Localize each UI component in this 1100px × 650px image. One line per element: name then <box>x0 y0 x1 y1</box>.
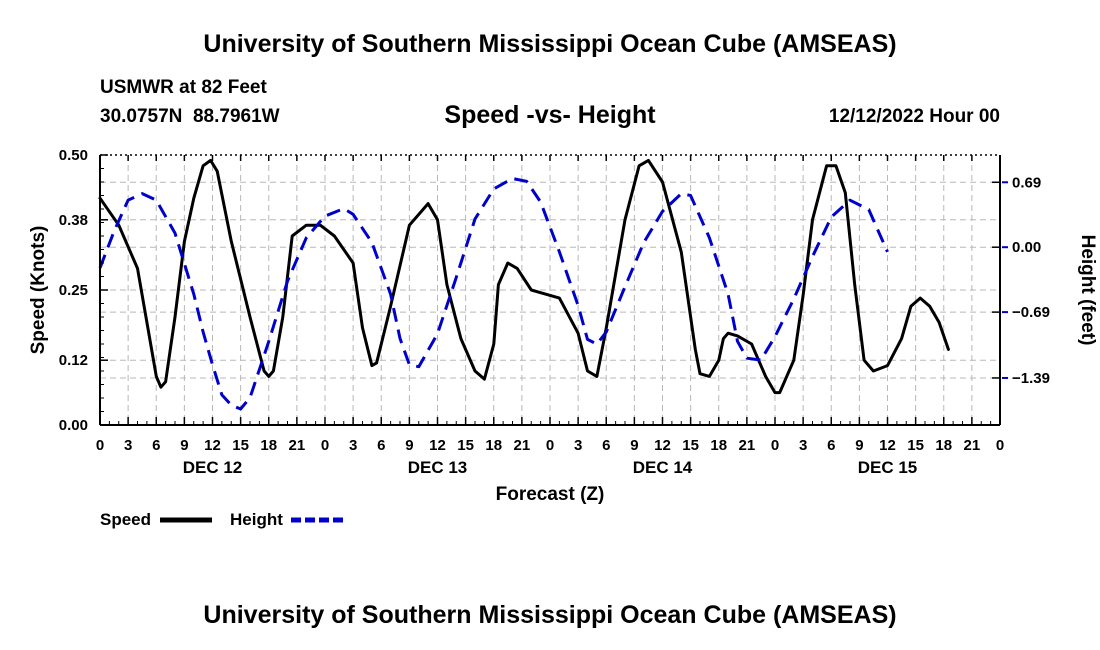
y2-tick-label: −1.39 <box>1012 370 1050 387</box>
page-title: University of Southern Mississippi Ocean… <box>203 30 897 58</box>
date-label: DEC 14 <box>633 458 693 477</box>
x-tick-label: 21 <box>739 437 756 454</box>
x-tick-label: 12 <box>429 437 446 454</box>
forecast-datetime: 12/12/2022 Hour 00 <box>828 106 1000 127</box>
x-tick-label: 21 <box>289 437 306 454</box>
x-tick-label: 12 <box>879 437 896 454</box>
y-tick-label: 0.12 <box>59 352 88 369</box>
y-tick-label: 0.38 <box>59 212 88 229</box>
series-line-speed <box>98 158 950 395</box>
x-tick-label: 18 <box>935 437 952 454</box>
x-tick-label: 3 <box>124 437 132 454</box>
x-tick-label: 6 <box>602 437 610 454</box>
x-tick-label: 6 <box>377 437 385 454</box>
x-tick-label: 9 <box>855 437 863 454</box>
x-tick-label: 0 <box>996 437 1004 454</box>
x-tick-label: 21 <box>964 437 981 454</box>
x-tick-label: 18 <box>710 437 727 454</box>
x-tick-label: 15 <box>907 437 924 454</box>
y-axis-label: Speed (Knots) <box>28 226 49 355</box>
y2-tick-label: −0.69 <box>1012 304 1050 321</box>
x-tick-label: 0 <box>546 437 554 454</box>
x-tick-label: 12 <box>204 437 221 454</box>
station-label: USMWR at 82 Feet <box>100 77 267 98</box>
x-tick-label: 3 <box>574 437 582 454</box>
x-tick-label: 15 <box>232 437 249 454</box>
series-line-height <box>98 177 889 411</box>
footer-title: University of Southern Mississippi Ocean… <box>203 601 897 629</box>
x-axis-label: Forecast (Z) <box>496 484 605 505</box>
legend: Speed Height <box>100 510 343 529</box>
x-tick-label: 3 <box>349 437 357 454</box>
grid-lines <box>100 155 1000 425</box>
y2-tick-label: 0.00 <box>1012 239 1041 256</box>
x-tick-label: 3 <box>799 437 807 454</box>
x-tick-label: 18 <box>485 437 502 454</box>
legend-label-speed: Speed <box>100 510 151 529</box>
x-tick-label: 6 <box>827 437 835 454</box>
y-tick-label: 0.25 <box>59 282 88 299</box>
chart-subtitle: Speed -vs- Height <box>444 101 656 129</box>
y-tick-label: 0.00 <box>59 417 88 434</box>
date-label: DEC 13 <box>408 458 468 477</box>
y2-axis-label: Height (feet) <box>1077 235 1098 346</box>
date-label: DEC 12 <box>183 458 243 477</box>
x-tick-label: 0 <box>321 437 329 454</box>
x-tick-label: 9 <box>180 437 188 454</box>
axis-labels: Forecast (Z) Speed (Knots) Height (feet) <box>28 226 1098 505</box>
x-tick-label: 15 <box>682 437 699 454</box>
x-tick-label: 12 <box>654 437 671 454</box>
y-tick-label: 0.50 <box>59 147 88 164</box>
series-layer <box>98 158 950 411</box>
date-label: DEC 15 <box>858 458 918 477</box>
station-coordinates: 30.0757N 88.7961W <box>100 106 280 127</box>
y2-tick-label: 0.69 <box>1012 174 1041 191</box>
axes: 0 3 6 9 12 15 18 21 0 3 6 9 12 15 18 21 0 3 6 9 12 15 18 21 0 3 6 9… <box>59 147 1050 477</box>
x-tick-label: 15 <box>457 437 474 454</box>
x-tick-label: 9 <box>405 437 413 454</box>
legend-label-height: Height <box>230 510 283 529</box>
x-tick-label: 0 <box>771 437 779 454</box>
x-tick-label: 9 <box>630 437 638 454</box>
x-tick-label: 21 <box>514 437 531 454</box>
x-tick-label: 18 <box>260 437 277 454</box>
x-tick-label: 6 <box>152 437 160 454</box>
x-tick-label: 0 <box>96 437 104 454</box>
